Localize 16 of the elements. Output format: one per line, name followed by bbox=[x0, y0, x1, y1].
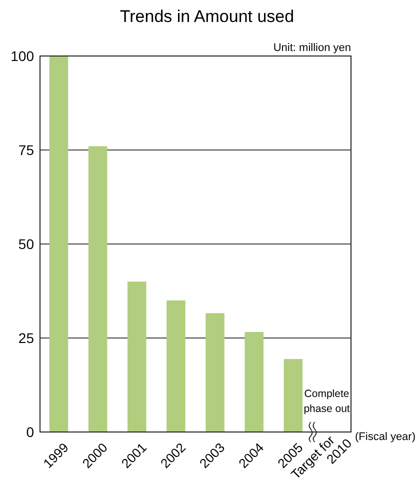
bar bbox=[128, 282, 146, 432]
bar bbox=[206, 313, 224, 432]
bar bbox=[166, 300, 186, 432]
y-tick-label: 75 bbox=[18, 142, 34, 158]
text: Unit: million yen bbox=[273, 42, 351, 54]
y-tick-label: 50 bbox=[18, 236, 34, 252]
y-tick-label: 100 bbox=[10, 48, 34, 64]
y-tick-label: 0 bbox=[26, 424, 34, 440]
y-tick-label: 25 bbox=[18, 330, 34, 346]
annotation: Complete phase out bbox=[304, 388, 350, 415]
bar bbox=[244, 332, 264, 432]
x-axis-title: (Fiscal year) bbox=[355, 431, 415, 443]
chart-title: Trends in Amount used bbox=[120, 7, 294, 26]
bar bbox=[88, 146, 108, 432]
bar bbox=[284, 359, 303, 432]
bar bbox=[49, 56, 68, 432]
